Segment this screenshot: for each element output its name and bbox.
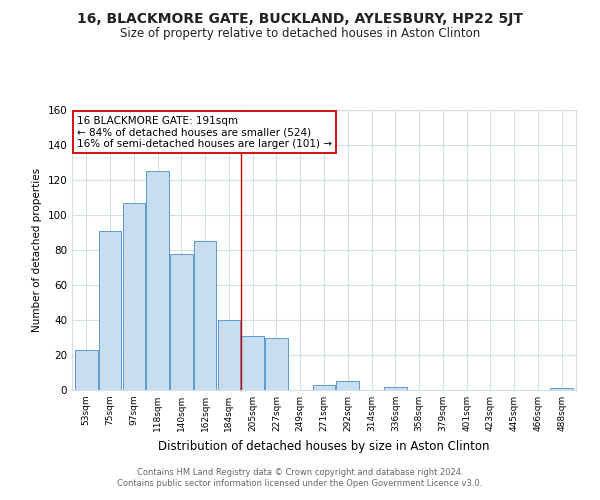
Bar bbox=[241, 336, 264, 390]
Text: 16 BLACKMORE GATE: 191sqm
← 84% of detached houses are smaller (524)
16% of semi: 16 BLACKMORE GATE: 191sqm ← 84% of detac… bbox=[77, 116, 332, 149]
Bar bbox=[122, 203, 145, 390]
Bar bbox=[550, 388, 573, 390]
Bar bbox=[146, 171, 169, 390]
Bar bbox=[384, 386, 407, 390]
Y-axis label: Number of detached properties: Number of detached properties bbox=[32, 168, 42, 332]
Text: Size of property relative to detached houses in Aston Clinton: Size of property relative to detached ho… bbox=[120, 28, 480, 40]
Text: Contains HM Land Registry data © Crown copyright and database right 2024.
Contai: Contains HM Land Registry data © Crown c… bbox=[118, 468, 482, 487]
Text: 16, BLACKMORE GATE, BUCKLAND, AYLESBURY, HP22 5JT: 16, BLACKMORE GATE, BUCKLAND, AYLESBURY,… bbox=[77, 12, 523, 26]
Bar bbox=[99, 231, 121, 390]
Bar bbox=[218, 320, 240, 390]
Bar bbox=[313, 385, 335, 390]
X-axis label: Distribution of detached houses by size in Aston Clinton: Distribution of detached houses by size … bbox=[158, 440, 490, 452]
Bar bbox=[75, 350, 98, 390]
Bar bbox=[265, 338, 288, 390]
Bar bbox=[194, 242, 217, 390]
Bar bbox=[337, 381, 359, 390]
Bar bbox=[170, 254, 193, 390]
